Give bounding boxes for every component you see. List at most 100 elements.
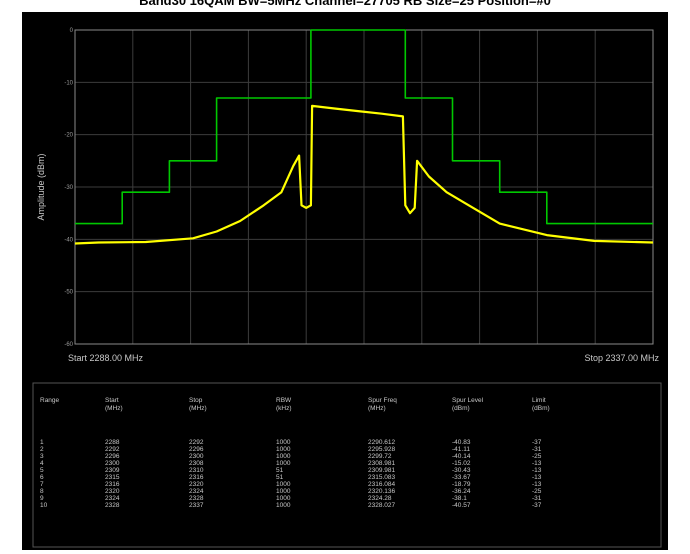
table-cell: 2315 bbox=[105, 474, 120, 481]
series-group bbox=[74, 29, 654, 245]
results-table-frame bbox=[32, 382, 662, 548]
table-header-cell: (dBm) bbox=[532, 405, 550, 412]
table-cell: 2328 bbox=[189, 495, 204, 502]
table-header-cell: RBW bbox=[276, 397, 292, 404]
table-cell: 2299.72 bbox=[368, 453, 392, 460]
table-cell: 5 bbox=[40, 467, 44, 474]
table-cell: 8 bbox=[40, 488, 44, 495]
table-cell: 51 bbox=[276, 474, 284, 481]
y-axis-label: Amplitude (dBm) bbox=[36, 153, 46, 220]
table-cell: 2328 bbox=[105, 502, 120, 509]
y-tick-label: -40 bbox=[64, 237, 73, 243]
table-cell: -33.67 bbox=[452, 474, 471, 481]
table-cell: 2300 bbox=[189, 453, 204, 460]
table-cell: -37 bbox=[532, 502, 542, 509]
table-cell: 1 bbox=[40, 439, 44, 446]
table-cell: 2324.28 bbox=[368, 495, 392, 502]
table-cell: 2295.928 bbox=[368, 446, 395, 453]
y-tick-label: -50 bbox=[64, 290, 73, 296]
results-table: Range Start(MHz)Stop(MHz)RBW(kHz)Spur Fre… bbox=[40, 397, 550, 509]
table-cell: -13 bbox=[532, 481, 542, 488]
table-cell: 10 bbox=[40, 502, 48, 509]
table-cell: 6 bbox=[40, 474, 44, 481]
table-cell: 7 bbox=[40, 481, 44, 488]
plot-background bbox=[22, 12, 668, 550]
table-cell: 1000 bbox=[276, 502, 291, 509]
table-cell: 2296 bbox=[105, 453, 120, 460]
table-cell: 1000 bbox=[276, 446, 291, 453]
table-cell: -30.43 bbox=[452, 467, 471, 474]
table-cell: 2337 bbox=[189, 502, 204, 509]
table-cell: -36.24 bbox=[452, 488, 471, 495]
table-cell: 4 bbox=[40, 460, 44, 467]
table-cell: 2315.083 bbox=[368, 474, 395, 481]
table-header-cell: Limit bbox=[532, 397, 546, 404]
table-cell: 51 bbox=[276, 467, 284, 474]
table-cell: -31 bbox=[532, 495, 542, 502]
table-cell: 2 bbox=[40, 446, 44, 453]
table-cell: -13 bbox=[532, 460, 542, 467]
table-cell: 2324 bbox=[105, 495, 120, 502]
table-cell: 1000 bbox=[276, 453, 291, 460]
table-cell: 2324 bbox=[189, 488, 204, 495]
table-cell: 2309.981 bbox=[368, 467, 395, 474]
table-header-cell: (MHz) bbox=[189, 405, 207, 412]
table-cell: -13 bbox=[532, 467, 542, 474]
table-header-cell: Spur Level bbox=[452, 397, 484, 404]
spectrum-trace-line bbox=[74, 104, 654, 245]
stop-frequency-label: Stop 2337.00 MHz bbox=[584, 353, 659, 363]
table-cell: 2316 bbox=[105, 481, 120, 488]
table-cell: -40.83 bbox=[452, 439, 471, 446]
table-cell: -40.14 bbox=[452, 453, 471, 460]
table-header-cell: Range bbox=[40, 397, 60, 404]
table-header-cell: (MHz) bbox=[368, 405, 386, 412]
table-cell: 2316.084 bbox=[368, 481, 395, 488]
table-cell: 2328.027 bbox=[368, 502, 395, 509]
table-cell: -38.1 bbox=[452, 495, 467, 502]
table-cell: 2308.981 bbox=[368, 460, 395, 467]
table-cell: -15.02 bbox=[452, 460, 471, 467]
table-cell: 2292 bbox=[105, 446, 120, 453]
table-cell: 1000 bbox=[276, 488, 291, 495]
start-frequency-label: Start 2288.00 MHz bbox=[68, 353, 144, 363]
table-cell: -25 bbox=[532, 453, 542, 460]
limit-mask-line bbox=[75, 29, 653, 225]
table-cell: 2310 bbox=[189, 467, 204, 474]
table-cell: 2320 bbox=[105, 488, 120, 495]
chart-title: Band30 16QAM BW=5MHz Channel=27705 RB Si… bbox=[139, 0, 551, 8]
table-cell: -18.79 bbox=[452, 481, 471, 488]
table-cell: 2296 bbox=[189, 446, 204, 453]
y-tick-label: -10 bbox=[64, 80, 73, 86]
y-tick-label: -30 bbox=[64, 185, 73, 191]
table-cell: 2308 bbox=[189, 460, 204, 467]
table-header-cell: Spur Freq bbox=[368, 397, 397, 404]
y-tick-label: 0 bbox=[70, 28, 74, 34]
table-header-cell: Start bbox=[105, 397, 119, 404]
grid bbox=[75, 30, 653, 344]
table-cell: 2309 bbox=[105, 467, 120, 474]
table-cell: 9 bbox=[40, 495, 44, 502]
table-header-cell: Stop bbox=[189, 397, 203, 404]
table-cell: 1000 bbox=[276, 495, 291, 502]
table-cell: -37 bbox=[532, 439, 542, 446]
table-cell: 1000 bbox=[276, 481, 291, 488]
table-cell: -13 bbox=[532, 474, 542, 481]
table-cell: -25 bbox=[532, 488, 542, 495]
table-cell: 2290.612 bbox=[368, 439, 395, 446]
analyzer-screen: 0 -10 -20 -30 -40 -50 -60 Amplitude (dBm) Star… bbox=[22, 12, 668, 550]
table-cell: 2320 bbox=[189, 481, 204, 488]
table-header-cell: (dBm) bbox=[452, 405, 470, 412]
table-cell: 2288 bbox=[105, 439, 120, 446]
table-cell: 1000 bbox=[276, 460, 291, 467]
table-cell: -31 bbox=[532, 446, 542, 453]
table-cell: 2300 bbox=[105, 460, 120, 467]
table-header-cell: (MHz) bbox=[105, 405, 123, 412]
y-tick-label: -60 bbox=[64, 342, 73, 348]
table-cell: -41.11 bbox=[452, 446, 470, 453]
table-cell: 2316 bbox=[189, 474, 204, 481]
table-cell: 1000 bbox=[276, 439, 291, 446]
y-tick-label: -20 bbox=[64, 133, 73, 139]
table-cell: 2292 bbox=[189, 439, 204, 446]
table-header-cell: (kHz) bbox=[276, 405, 292, 412]
y-tick-labels: 0 -10 -20 -30 -40 -50 -60 bbox=[64, 28, 73, 348]
